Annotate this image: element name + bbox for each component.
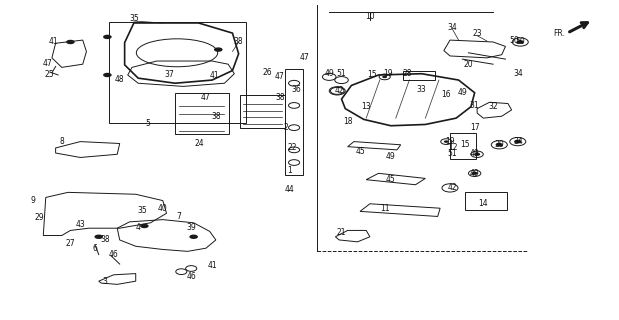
Text: 24: 24 <box>195 139 205 148</box>
Text: 6: 6 <box>93 244 97 253</box>
Text: 46: 46 <box>109 250 118 259</box>
Text: 17: 17 <box>470 123 480 132</box>
Text: 13: 13 <box>361 102 371 111</box>
Text: 11: 11 <box>380 204 389 213</box>
Text: 23: 23 <box>472 29 482 38</box>
Text: 42: 42 <box>448 183 457 192</box>
Text: 15: 15 <box>460 140 470 149</box>
Text: 19: 19 <box>445 137 455 146</box>
Text: 45: 45 <box>355 147 365 156</box>
Text: 34: 34 <box>448 23 457 32</box>
Text: 4: 4 <box>136 223 141 232</box>
Bar <box>450 133 476 159</box>
Circle shape <box>496 143 503 147</box>
Text: 2: 2 <box>284 123 288 132</box>
Text: 33: 33 <box>417 85 426 94</box>
Text: 51: 51 <box>448 148 457 157</box>
Circle shape <box>474 153 480 156</box>
Text: 16: 16 <box>441 90 451 99</box>
Text: 49: 49 <box>470 169 480 178</box>
Circle shape <box>516 40 524 44</box>
Text: FR.: FR. <box>553 28 565 38</box>
Circle shape <box>514 140 521 143</box>
Text: 5: 5 <box>145 119 150 128</box>
Bar <box>109 22 246 123</box>
Text: 46: 46 <box>186 272 196 281</box>
Text: 38: 38 <box>211 112 220 121</box>
Text: 41: 41 <box>209 71 219 80</box>
Text: 47: 47 <box>43 59 53 68</box>
Text: 47: 47 <box>201 93 211 102</box>
Text: 38: 38 <box>100 236 110 244</box>
Text: 47: 47 <box>300 53 310 62</box>
Text: 39: 39 <box>186 223 196 232</box>
Circle shape <box>95 235 103 239</box>
Text: 48: 48 <box>115 75 124 84</box>
Text: 49: 49 <box>470 148 480 157</box>
Text: 35: 35 <box>137 206 147 215</box>
Text: 28: 28 <box>402 69 412 78</box>
Text: 49: 49 <box>386 152 396 161</box>
Text: 36: 36 <box>291 85 301 94</box>
Text: 47: 47 <box>275 72 285 81</box>
Text: 32: 32 <box>488 102 498 111</box>
Text: 34: 34 <box>513 69 522 78</box>
Text: 43: 43 <box>76 220 85 228</box>
Text: 7: 7 <box>176 212 181 221</box>
Text: 30: 30 <box>495 140 504 149</box>
Text: 38: 38 <box>234 36 243 45</box>
Text: 9: 9 <box>31 196 36 205</box>
Bar <box>285 69 303 175</box>
Text: 49: 49 <box>457 88 467 97</box>
Bar <box>403 70 435 80</box>
Text: 35: 35 <box>129 14 139 23</box>
Text: 45: 45 <box>386 175 396 184</box>
Text: 1: 1 <box>287 166 292 175</box>
Text: 25: 25 <box>45 70 54 79</box>
Text: 44: 44 <box>285 185 295 194</box>
Text: 27: 27 <box>66 239 76 248</box>
Text: 12: 12 <box>448 143 457 152</box>
Text: 40: 40 <box>158 204 168 213</box>
Circle shape <box>66 40 75 44</box>
Text: 34: 34 <box>513 137 522 146</box>
Text: 49: 49 <box>324 69 334 78</box>
Text: 41: 41 <box>207 261 217 270</box>
Circle shape <box>382 76 387 78</box>
Text: 51: 51 <box>337 69 347 78</box>
Text: 18: 18 <box>343 117 352 126</box>
Circle shape <box>189 235 198 239</box>
Text: 3: 3 <box>103 277 107 286</box>
Circle shape <box>103 35 111 39</box>
Circle shape <box>444 140 449 143</box>
Bar <box>465 192 507 210</box>
Text: 20: 20 <box>464 60 474 69</box>
Circle shape <box>103 73 111 77</box>
Text: 19: 19 <box>384 69 393 78</box>
Circle shape <box>140 224 149 228</box>
Text: 38: 38 <box>275 93 285 102</box>
Text: 50: 50 <box>516 37 525 46</box>
Text: 41: 41 <box>49 36 59 45</box>
Text: 50: 50 <box>509 36 519 44</box>
Text: 14: 14 <box>478 199 488 208</box>
Bar <box>241 95 285 128</box>
Text: 42: 42 <box>334 86 344 95</box>
Text: 26: 26 <box>263 68 272 77</box>
Text: 10: 10 <box>365 12 374 21</box>
Bar <box>175 93 230 134</box>
Circle shape <box>472 172 478 175</box>
Text: 22: 22 <box>287 143 297 152</box>
Circle shape <box>214 47 223 52</box>
Text: 29: 29 <box>35 213 45 222</box>
Text: 15: 15 <box>368 70 377 79</box>
Text: 21: 21 <box>337 228 346 237</box>
Text: 31: 31 <box>470 101 480 110</box>
Text: 8: 8 <box>59 137 64 146</box>
Text: 37: 37 <box>164 70 174 79</box>
